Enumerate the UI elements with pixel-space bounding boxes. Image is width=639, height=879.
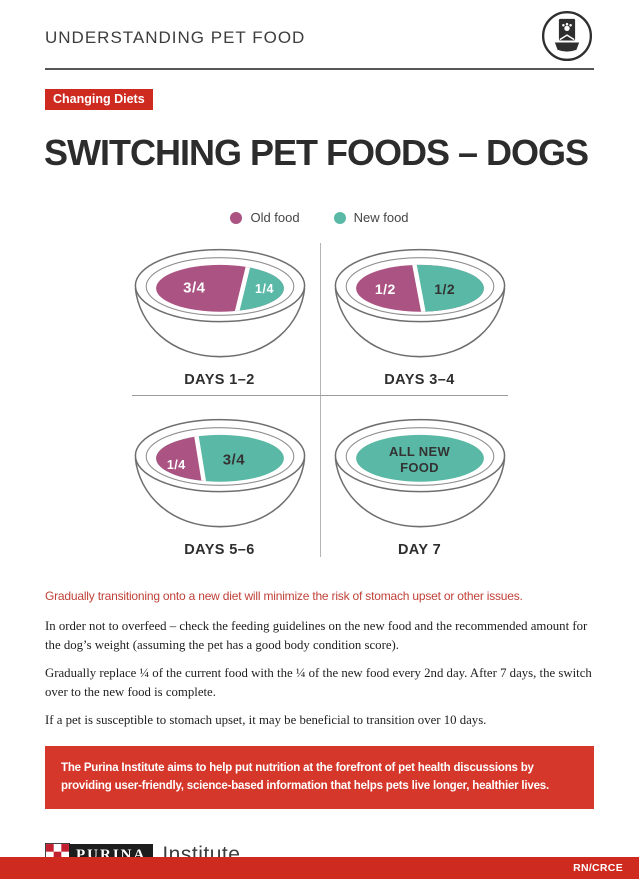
bowl-graphic: 1/2 1/2	[330, 245, 510, 364]
footer-code: RN/CRCE	[573, 862, 623, 874]
old-food-dot-icon	[230, 211, 243, 224]
section-badge: Changing Diets	[45, 89, 153, 110]
old-food-fraction: 1/2	[374, 281, 396, 298]
legend-label: New food	[353, 210, 409, 225]
bowl-graphic: 1/4 3/4	[130, 415, 310, 534]
grid-vertical-divider	[319, 243, 321, 557]
bowl-cell-days-3-4: 1/2 1/2 DAYS 3–4	[320, 245, 520, 399]
bowl-graphic: 3/4 1/4	[130, 245, 310, 364]
paragraph-3: If a pet is susceptible to stomach upset…	[45, 713, 487, 728]
bowl-cell-days-5-6: 1/4 3/4 DAYS 5–6	[120, 399, 320, 559]
lead-sentence: Gradually transitioning onto a new diet …	[45, 589, 523, 603]
legend-item-new-food: New food	[333, 210, 409, 225]
header-title: UNDERSTANDING PET FOOD	[45, 28, 306, 47]
bowl-diagram-grid: 3/4 1/4 DAYS 1–2 1/2	[120, 243, 520, 559]
page-title: SWITCHING PET FOODS – DOGS	[44, 132, 589, 173]
old-food-fraction: 1/4	[166, 457, 186, 472]
body-copy: In order not to overfeed – check the fee…	[45, 617, 594, 730]
new-food-dot-icon	[333, 211, 346, 224]
paragraph-2: Gradually replace ¼ of the current food …	[45, 666, 592, 699]
bowl-cell-day-7: ALL NEW FOOD DAY 7	[320, 399, 520, 559]
new-food-fraction: 1/4	[255, 282, 274, 297]
bowl-graphic: ALL NEW FOOD	[330, 415, 510, 534]
purina-institute-callout: The Purina Institute aims to help put nu…	[45, 745, 594, 809]
pet-food-bag-bowl-icon	[540, 9, 594, 68]
grid-horizontal-divider	[131, 395, 508, 396]
legend-item-old-food: Old food	[230, 210, 300, 225]
bowl-cell-days-1-2: 3/4 1/4 DAYS 1–2	[120, 245, 320, 399]
footer-bar: RN/CRCE	[0, 857, 639, 879]
new-food-fraction: 3/4	[222, 451, 246, 469]
header-divider	[45, 68, 594, 70]
bowl-label: DAYS 3–4	[384, 372, 455, 388]
legend-label: Old food	[250, 210, 300, 225]
header: UNDERSTANDING PET FOOD	[45, 10, 594, 66]
legend: Old food New food	[0, 210, 639, 225]
new-food-fraction: 1/2	[434, 281, 456, 298]
bowl-label: DAYS 1–2	[184, 372, 255, 388]
old-food-fraction: 3/4	[183, 279, 206, 297]
bowl-label: DAYS 5–6	[184, 542, 255, 558]
paragraph-1: In order not to overfeed – check the fee…	[45, 619, 588, 652]
bowl-label: DAY 7	[397, 542, 442, 558]
all-new-food-label: ALL NEW FOOD	[388, 443, 451, 476]
